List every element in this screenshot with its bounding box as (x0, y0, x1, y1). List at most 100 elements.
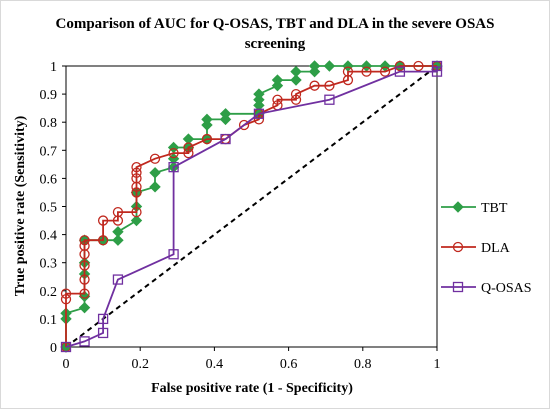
tbt-point (182, 133, 195, 145)
dla-line (65, 65, 437, 347)
tbt-point (323, 60, 336, 72)
dla-point (183, 142, 194, 153)
axes: 0 0.2 0.4 0.6 0.8 1 0 0.1 0.2 0.3 0.4 0.5 0.6 0.7 0.8 0… (40, 60, 441, 372)
x-tick-label: 1 (434, 357, 441, 372)
y-tick-label: 0.5 (40, 201, 58, 216)
legend-item-q-osas: Q-OSAS (441, 281, 532, 296)
reference-line (65, 65, 438, 348)
dla-point (60, 294, 72, 305)
dla-point (131, 187, 142, 198)
dla-point (183, 147, 194, 159)
series-layer (60, 60, 443, 353)
tbt-point (130, 214, 143, 227)
tbt-point (78, 301, 91, 314)
dla-point (149, 153, 161, 164)
tbt-point (253, 88, 265, 100)
dla-point (201, 133, 213, 145)
y-tick-label: 0.4 (40, 229, 58, 244)
legend-item-dla: DLA (441, 241, 511, 256)
dla-point (361, 66, 372, 77)
dla-point (131, 167, 142, 178)
q-osas-point (168, 249, 179, 260)
y-tick-label: 0.2 (40, 285, 58, 300)
tbt-point (452, 201, 464, 213)
dla-point (324, 80, 335, 91)
q-osas-point (324, 94, 335, 105)
x-tick-label: 0.8 (354, 357, 372, 372)
dla-point (79, 240, 90, 251)
q-osas-series (60, 60, 443, 353)
tbt-point (271, 74, 284, 86)
legend-label: DLA (481, 241, 511, 256)
tbt-point (201, 113, 213, 126)
tbt-point (112, 234, 124, 246)
dla-point (342, 66, 354, 77)
dla-point (97, 235, 109, 246)
q-osas-point (168, 162, 179, 173)
plot-area-border (65, 65, 438, 348)
dla-point (79, 235, 90, 246)
y-axis-title: True positive rate (Sensitivity) (13, 115, 28, 296)
q-osas-point (79, 336, 90, 347)
tbt-point (308, 60, 321, 72)
dla-point (290, 88, 302, 100)
reference-series (65, 65, 438, 348)
q-osas-point (97, 313, 109, 325)
tbt-point (112, 226, 124, 238)
x-tick-label: 0.6 (280, 357, 298, 372)
tbt-point (167, 153, 180, 165)
y-tick-label: 0.8 (40, 116, 58, 131)
dla-point (168, 147, 179, 159)
q-osas-point (452, 281, 464, 293)
dla-point (79, 288, 90, 299)
tbt-point (219, 108, 232, 120)
x-tick-label: 0.2 (131, 357, 149, 372)
y-tick-label: 0.9 (40, 88, 58, 103)
x-tick-label: 0.4 (206, 357, 224, 372)
legend: TBT DLA Q-OSAS (441, 201, 532, 296)
tbt-point (149, 181, 161, 193)
dla-point (131, 206, 142, 218)
q-osas-point (112, 274, 124, 285)
q-osas-point (220, 133, 231, 145)
y-tick-label: 1 (50, 60, 57, 75)
dla-point (413, 60, 424, 72)
legend-label: Q-OSAS (481, 281, 532, 296)
q-osas-point (253, 108, 265, 119)
dla-point (97, 215, 109, 226)
q-osas-point (97, 327, 109, 339)
legend-label: TBT (481, 201, 508, 216)
y-tick-label: 0.6 (40, 172, 58, 187)
q-osas-line (65, 66, 438, 348)
dla-point (452, 241, 464, 253)
q-osas-point (394, 66, 406, 77)
dla-point (60, 288, 72, 299)
dla-point (131, 162, 142, 173)
dla-point (394, 60, 406, 72)
dla-point (309, 80, 320, 91)
tbt-point (149, 167, 161, 179)
dla-point (79, 274, 90, 285)
dla-point (290, 94, 302, 105)
legend-item-tbt: TBT (441, 201, 508, 216)
y-tick-label: 0.1 (40, 313, 58, 328)
y-tick-label: 0.7 (40, 144, 58, 159)
dla-point (272, 94, 283, 105)
chart-title: Comparison of AUC for Q-OSAS, TBT and DL… (55, 16, 495, 52)
q-osas-point (431, 66, 443, 77)
x-axis-title: False positive rate (1 - Specificity) (151, 381, 353, 396)
dla-point (238, 119, 250, 131)
q-osas-point (431, 60, 443, 72)
dla-point (112, 206, 124, 218)
q-osas-point (60, 341, 72, 353)
tbt-line (65, 65, 437, 347)
y-tick-label: 0.3 (40, 257, 58, 272)
y-tick-label: 0 (50, 341, 57, 356)
x-tick-label: 0 (63, 357, 70, 372)
tbt-point (290, 74, 302, 86)
dla-point (379, 66, 391, 77)
tbt-point (290, 65, 302, 78)
dla-point (131, 173, 142, 184)
dla-point (79, 260, 90, 271)
